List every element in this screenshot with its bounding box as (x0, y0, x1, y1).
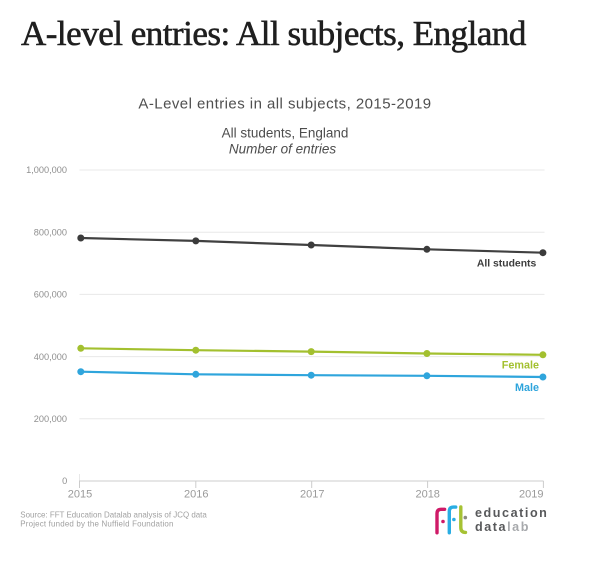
svg-text:A-Level entries in all subject: A-Level entries in all subjects, 2015-20… (138, 96, 431, 113)
svg-text:education: education (475, 506, 548, 520)
svg-text:2019: 2019 (519, 488, 543, 500)
svg-text:400,000: 400,000 (34, 352, 67, 362)
svg-text:800,000: 800,000 (34, 227, 67, 237)
svg-text:600,000: 600,000 (34, 290, 67, 300)
svg-text:2016: 2016 (184, 488, 208, 500)
svg-text:2018: 2018 (415, 488, 439, 500)
svg-text:All students, England: All students, England (222, 126, 349, 141)
svg-text:datalab: datalab (475, 520, 530, 534)
svg-text:Number of entries: Number of entries (229, 142, 337, 157)
svg-text:Project funded by the Nuffield: Project funded by the Nuffield Foundatio… (20, 519, 173, 528)
svg-text:2015: 2015 (68, 488, 92, 500)
svg-text:Male: Male (515, 382, 539, 394)
svg-text:1,000,000: 1,000,000 (26, 165, 67, 175)
svg-text:2017: 2017 (300, 488, 324, 500)
svg-text:Source: FFT Education Datalab: Source: FFT Education Datalab analysis o… (20, 511, 207, 520)
svg-text:All students: All students (477, 259, 537, 270)
svg-text:200,000: 200,000 (34, 414, 67, 424)
svg-text:0: 0 (62, 476, 67, 486)
svg-text:Female: Female (502, 360, 539, 372)
